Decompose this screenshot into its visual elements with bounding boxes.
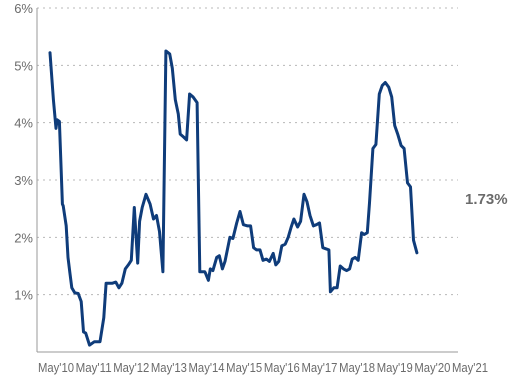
end-value-label: 1.73% xyxy=(465,191,508,208)
x-tick-label: May'11 xyxy=(76,361,112,375)
x-tick-label: May'19 xyxy=(377,361,413,375)
axes xyxy=(36,8,458,353)
x-tick-label: May'12 xyxy=(113,361,149,375)
x-tick-label: May'16 xyxy=(264,361,300,375)
y-tick-label: 6% xyxy=(14,1,33,16)
series-line xyxy=(48,49,419,347)
y-tick-label: 4% xyxy=(14,116,33,131)
x-tick-label: May'18 xyxy=(339,361,375,375)
series-group xyxy=(48,49,419,347)
x-tick-label: May'13 xyxy=(151,361,187,375)
y-tick-label: 5% xyxy=(14,58,33,73)
y-tick-label: 3% xyxy=(14,173,33,188)
y-axis-ticks: 1% 2% 3% 4% 5% 6% xyxy=(14,1,33,303)
x-axis-ticks: May'10 May'11 May'12 May'13 May'14 May'15 May'… xyxy=(38,361,488,375)
y-tick-label: 2% xyxy=(14,230,33,245)
x-tick-label: May'17 xyxy=(301,361,337,375)
x-tick-label: May'15 xyxy=(226,361,262,375)
x-tick-label: May'10 xyxy=(38,361,74,375)
x-tick-label: May'20 xyxy=(414,361,450,375)
x-tick-label: May'14 xyxy=(189,361,225,375)
grid-lines xyxy=(37,7,458,296)
x-tick-label: May'21 xyxy=(452,361,488,375)
y-tick-label: 1% xyxy=(14,288,33,303)
